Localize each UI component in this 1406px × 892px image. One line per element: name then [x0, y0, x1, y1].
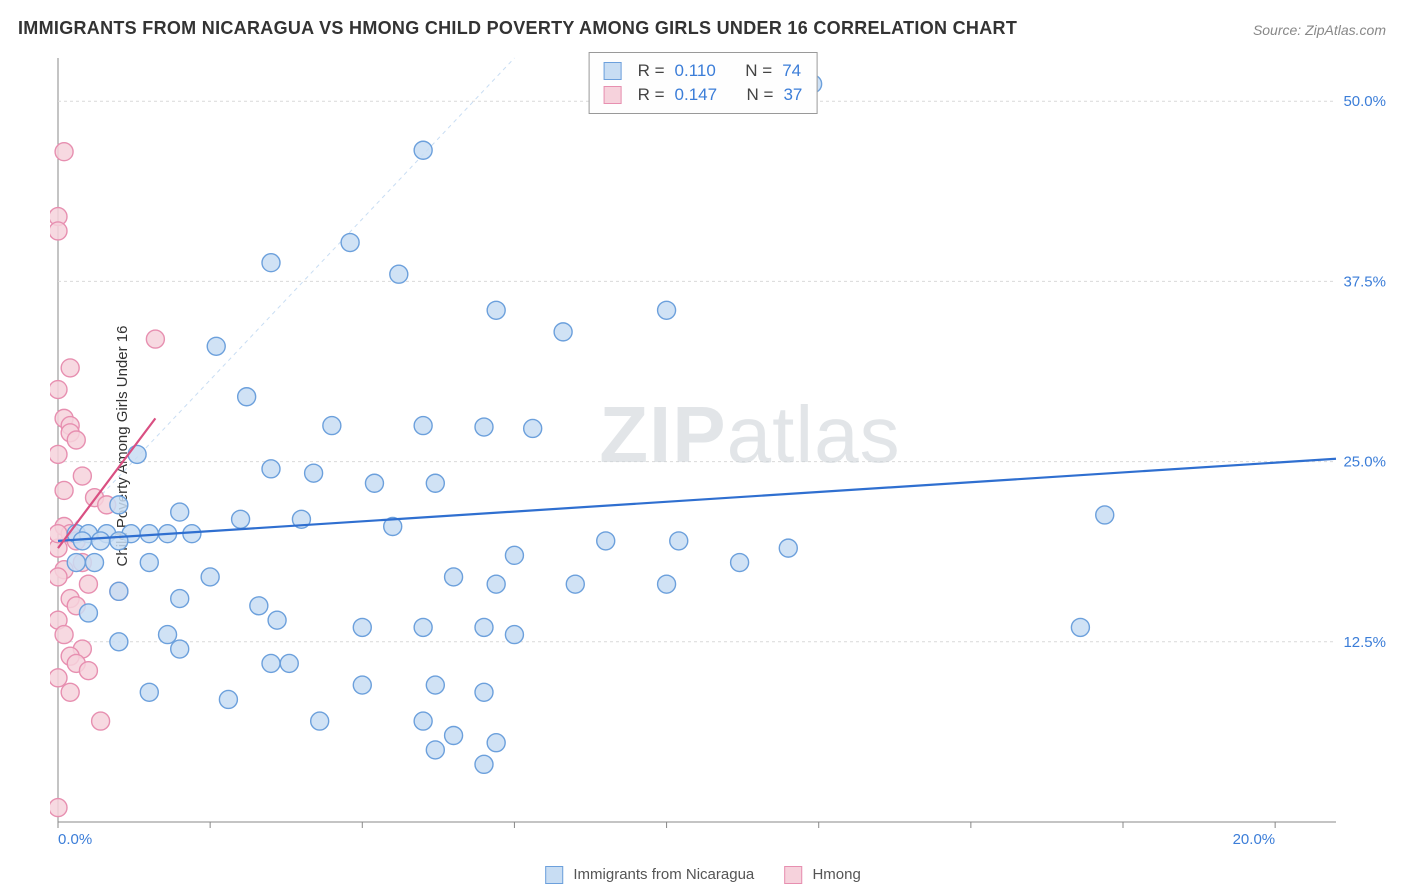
r-label: R = [638, 85, 665, 105]
bottom-legend: Immigrants from Nicaragua Hmong [545, 866, 861, 884]
svg-text:50.0%: 50.0% [1343, 93, 1386, 110]
n-value-2: 37 [783, 85, 802, 105]
chart-container: 12.5%25.0%37.5%50.0%0.0%20.0% ZIPatlas [50, 50, 1396, 852]
r-label: R = [638, 61, 665, 81]
stats-row-series-2: R = 0.147 N = 37 [604, 83, 803, 107]
legend-item-2: Hmong [784, 866, 861, 884]
svg-text:0.0%: 0.0% [58, 831, 92, 848]
svg-text:25.0%: 25.0% [1343, 454, 1386, 471]
legend-item-1: Immigrants from Nicaragua [545, 866, 754, 884]
svg-text:12.5%: 12.5% [1343, 634, 1386, 651]
legend-label-2: Hmong [812, 866, 860, 883]
legend-label-1: Immigrants from Nicaragua [573, 866, 754, 883]
stats-row-series-1: R = 0.110 N = 74 [604, 59, 803, 83]
scatter-chart: 12.5% 25.0% 37.5% 50.0% 0.0% 20.0% [50, 50, 1396, 852]
n-label: N = [745, 61, 772, 81]
svg-text:37.5%: 37.5% [1343, 273, 1386, 290]
r-value-2: 0.147 [675, 85, 718, 105]
swatch-series-2 [604, 86, 622, 104]
svg-text:20.0%: 20.0% [1233, 831, 1276, 848]
correlation-stats-box: R = 0.110 N = 74 R = 0.147 N = 37 [589, 52, 818, 114]
n-value-1: 74 [782, 61, 801, 81]
legend-swatch-2 [784, 866, 802, 884]
legend-swatch-1 [545, 866, 563, 884]
r-value-1: 0.110 [675, 61, 716, 81]
swatch-series-1 [604, 62, 622, 80]
source-attribution: Source: ZipAtlas.com [1253, 22, 1386, 38]
n-label: N = [747, 85, 774, 105]
chart-title: IMMIGRANTS FROM NICARAGUA VS HMONG CHILD… [18, 18, 1017, 39]
